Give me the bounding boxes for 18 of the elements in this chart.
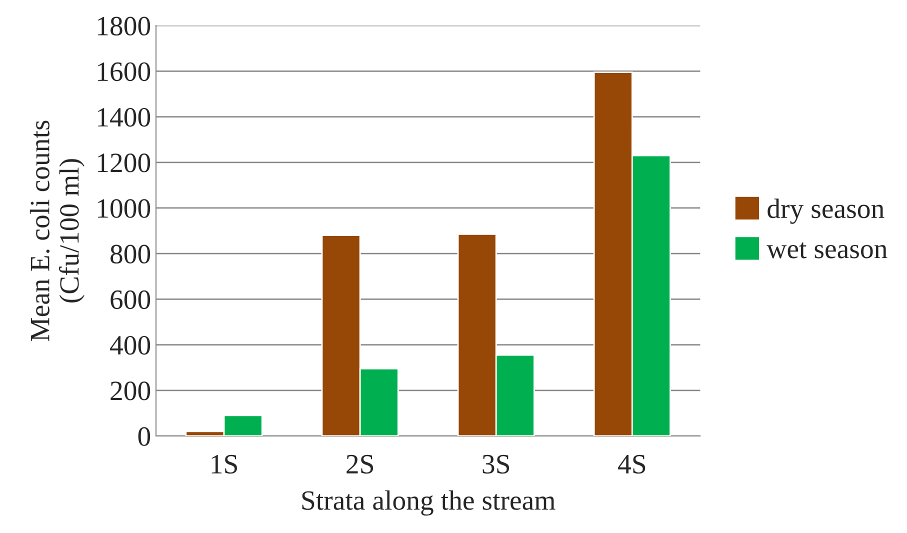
x-axis-title: Strata along the stream <box>302 490 556 516</box>
y-axis-title: Mean E. coli counts (Cfu/100 ml) <box>30 120 84 342</box>
y-tick-label: 0 <box>138 427 150 446</box>
y-tick-label: 200 <box>110 382 150 400</box>
x-tick-label: 3S <box>482 454 510 474</box>
y-tick-label: 1200 <box>98 154 150 172</box>
y-tick-label: 600 <box>110 290 150 310</box>
legend-label: dry season <box>768 198 884 224</box>
y-tick-label: 800 <box>110 244 150 264</box>
x-tick-label: 4S <box>618 454 646 474</box>
y-tick-label: 400 <box>110 336 150 355</box>
legend-label: wet season <box>766 242 888 258</box>
x-tick-label: 2S <box>346 454 374 474</box>
x-tick-label: 1S <box>212 454 237 474</box>
y-tick-label: 1800 <box>98 16 150 36</box>
y-tick-label: 1600 <box>98 62 150 82</box>
y-tick-label: 1400 <box>98 108 150 127</box>
y-tick-label: 1000 <box>98 199 150 218</box>
